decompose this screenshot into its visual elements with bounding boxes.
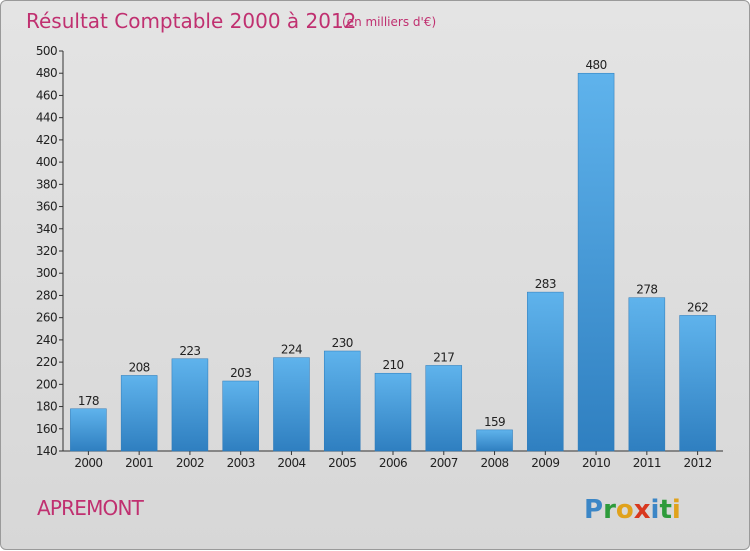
data-label: 262 bbox=[687, 300, 708, 314]
bar bbox=[374, 372, 412, 452]
y-tick-label: 140 bbox=[36, 444, 57, 458]
bar bbox=[323, 350, 361, 452]
logo-letter: x bbox=[634, 495, 651, 525]
data-label: 208 bbox=[129, 360, 150, 374]
y-tick-label: 380 bbox=[36, 177, 57, 191]
data-label: 230 bbox=[332, 336, 353, 350]
y-tick-label: 220 bbox=[36, 355, 57, 369]
data-label: 203 bbox=[230, 366, 251, 380]
y-tick-label: 160 bbox=[36, 422, 57, 436]
x-tick-label: 2002 bbox=[176, 456, 204, 470]
x-tick-label: 2011 bbox=[633, 456, 661, 470]
data-label: 480 bbox=[586, 58, 607, 72]
y-tick-label: 340 bbox=[36, 222, 57, 236]
y-tick-label: 360 bbox=[36, 200, 57, 214]
x-tick-label: 2009 bbox=[531, 456, 559, 470]
data-label: 223 bbox=[179, 344, 200, 358]
x-tick-label: 2006 bbox=[379, 456, 407, 470]
city-name: APREMONT bbox=[37, 496, 145, 520]
bar bbox=[70, 408, 107, 452]
y-tick-label: 500 bbox=[36, 44, 57, 58]
y-tick-label: 260 bbox=[36, 311, 57, 325]
bar bbox=[120, 375, 158, 452]
y-tick-label: 280 bbox=[36, 288, 57, 302]
chart-title: Résultat Comptable 2000 à 2012 bbox=[26, 9, 356, 33]
chart-unit: (en milliers d'€) bbox=[342, 15, 436, 29]
x-tick-label: 2004 bbox=[277, 456, 305, 470]
bar bbox=[222, 380, 259, 452]
bar bbox=[273, 357, 310, 452]
y-tick-label: 240 bbox=[36, 333, 57, 347]
y-tick-label: 200 bbox=[36, 377, 57, 391]
y-tick-label: 460 bbox=[36, 88, 57, 102]
data-label: 224 bbox=[281, 343, 302, 357]
bar bbox=[577, 72, 615, 452]
bar bbox=[527, 291, 564, 452]
y-tick-label: 400 bbox=[36, 155, 57, 169]
data-label: 217 bbox=[433, 350, 454, 364]
x-tick-label: 2000 bbox=[74, 456, 102, 470]
y-tick-label: 480 bbox=[36, 66, 57, 80]
data-label: 159 bbox=[484, 415, 505, 429]
data-label: 278 bbox=[636, 283, 657, 297]
x-tick-label: 2007 bbox=[430, 456, 458, 470]
x-tick-label: 2010 bbox=[582, 456, 610, 470]
logo-letter: o bbox=[616, 495, 634, 525]
bar bbox=[425, 365, 463, 452]
logo-letter: t bbox=[659, 495, 671, 525]
data-label: 210 bbox=[382, 358, 403, 372]
axes: 140 160 180 200 220 240 260 280 300 320 340 360 380 4… bbox=[36, 44, 723, 470]
y-tick-label: 320 bbox=[36, 244, 57, 258]
x-tick-label: 2012 bbox=[684, 456, 712, 470]
bar bbox=[679, 315, 716, 452]
y-tick-label: 300 bbox=[36, 266, 57, 280]
bar bbox=[628, 297, 666, 452]
x-tick-label: 2008 bbox=[480, 456, 508, 470]
x-tick-label: 2003 bbox=[227, 456, 255, 470]
logo-letter: P bbox=[584, 495, 603, 525]
proxiti-logo: Proxiti bbox=[584, 495, 681, 525]
logo-letter: i bbox=[672, 495, 681, 525]
logo-letter: i bbox=[651, 495, 660, 525]
y-tick-label: 180 bbox=[36, 400, 57, 414]
y-tick-label: 420 bbox=[36, 133, 57, 147]
x-tick-label: 2001 bbox=[125, 456, 153, 470]
y-tick-label: 440 bbox=[36, 111, 57, 125]
bar bbox=[476, 429, 513, 452]
bar bbox=[171, 358, 209, 452]
data-label: 178 bbox=[78, 394, 99, 408]
x-tick-label: 2005 bbox=[328, 456, 356, 470]
data-label: 283 bbox=[535, 277, 556, 291]
bars: 178 208 223 203 224 230 210 217 159 283 480 278 262 bbox=[70, 58, 716, 452]
logo-letter: r bbox=[603, 495, 616, 525]
